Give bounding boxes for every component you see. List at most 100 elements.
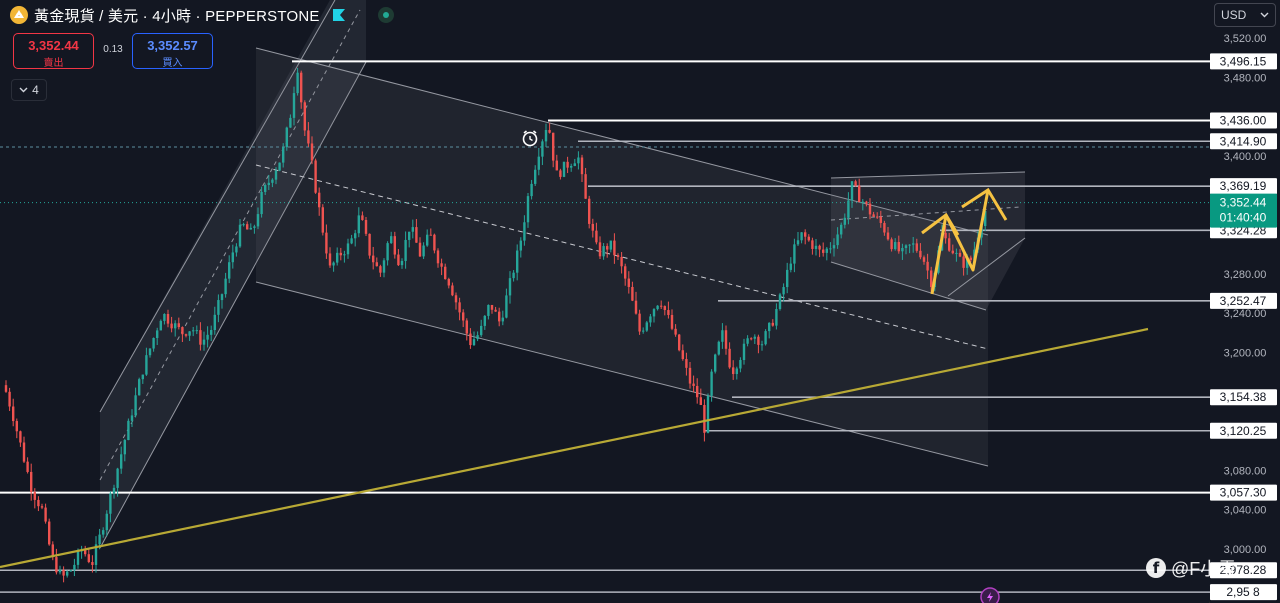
candle-body [285,127,288,148]
arrow-head-2 [961,187,1008,221]
candle-body [742,343,746,361]
current-price-badge [1210,193,1277,228]
current-price-label: 3,352.44 [1220,196,1267,210]
candle-body [858,185,861,202]
candle-body [469,333,472,346]
candle-body [832,245,836,249]
candle-body [764,331,767,345]
candle-body [638,313,641,332]
alarm-clock-icon[interactable] [522,130,538,147]
candle-body [523,222,526,241]
chevron-down-icon [1260,12,1269,18]
candle-body [465,320,468,334]
candle-body [174,323,177,329]
sell-button[interactable]: 3,352.44 賣出 [13,33,94,69]
candle-body [177,323,180,328]
candle-body [210,330,213,335]
candle-body [955,252,958,254]
candle-body [44,507,47,522]
candle-body [231,252,234,263]
buy-label: 買入 [162,58,183,69]
candle-body [462,312,465,321]
candle-body [141,374,144,380]
candle-body [667,310,670,315]
candle-body [62,569,65,576]
rising-channel-fill [100,0,366,548]
level-label-box [1210,562,1277,579]
candle-body [804,232,807,237]
candle-body [332,262,335,266]
flag-bottom [830,261,987,311]
candle-body [660,305,663,307]
candle-body [440,263,443,267]
candle-body [112,487,116,494]
candle-body [195,330,198,332]
candle-body [811,240,814,249]
candle-body [652,309,656,317]
candle-body [310,143,314,161]
level-label-box [1210,112,1277,129]
flag-fill [831,172,1025,310]
candle-body [487,304,490,316]
symbol-header[interactable]: 黃金現貨 / 美元 · 4小時 · PEPPERSTONE [10,4,394,26]
candle-body [890,239,893,250]
lightning-icon[interactable] [980,587,1000,603]
candle-body [127,420,130,441]
level-label-box [1210,484,1277,501]
candle-body [609,240,612,250]
candle-body [109,493,112,514]
candle-body [696,385,699,398]
candle-body [436,250,440,264]
candle-body [156,330,159,338]
candle-body [922,257,926,262]
candle-body [595,230,598,243]
level-label: 3,436.00 [1220,114,1267,128]
candle-body [541,141,544,157]
y-tick-label: 3,000.00 [1224,544,1267,556]
level-label: 3,414.90 [1220,134,1267,148]
candle-body [415,227,418,243]
candle-body [274,170,278,180]
candle-body [267,182,270,186]
candle-body [969,257,972,261]
candle-body [501,317,504,322]
candle-body [966,257,969,268]
candle-body [534,169,537,184]
candle-body [98,534,101,545]
candle-body [840,224,843,235]
candle-body [789,263,792,270]
symbol-title[interactable]: 黃金現貨 / 美元 · 4小時 · PEPPERSTONE [34,7,320,25]
candle-body [350,238,353,244]
candle-body [199,330,202,345]
flag-right-edge [947,237,1026,297]
candle-body [206,334,209,340]
candle-body [919,250,922,258]
projection-path [930,189,990,295]
y-tick-label: 3,080.00 [1224,465,1267,477]
level-label-box [1210,584,1277,601]
market-open-dot-icon [377,7,394,23]
buy-button[interactable]: 3,352.57 買入 [132,33,213,69]
candle-body [768,322,771,332]
candle-body [591,223,594,231]
currency-select[interactable]: USD [1214,3,1276,27]
candle-body [678,334,681,351]
candle-body [814,245,818,249]
candle-body [703,404,706,433]
candle-body [519,240,522,251]
candle-body [706,395,710,433]
candle-body [915,243,918,251]
candle-body [624,266,627,279]
candle-body [15,421,18,432]
candle-body [289,117,292,128]
candle-body [303,102,306,131]
indicator-legend-toggle[interactable]: 4 [11,79,47,101]
candle-body [336,252,339,263]
candle-body [170,323,173,329]
candle-body [400,260,404,266]
candle-body [588,198,591,224]
candle-body [51,544,54,558]
price-axis[interactable]: 3,520.00 3,480.00 3,400.00 3,280.00 3,240.00… [1210,0,1280,603]
projection-arrows [921,187,1008,295]
